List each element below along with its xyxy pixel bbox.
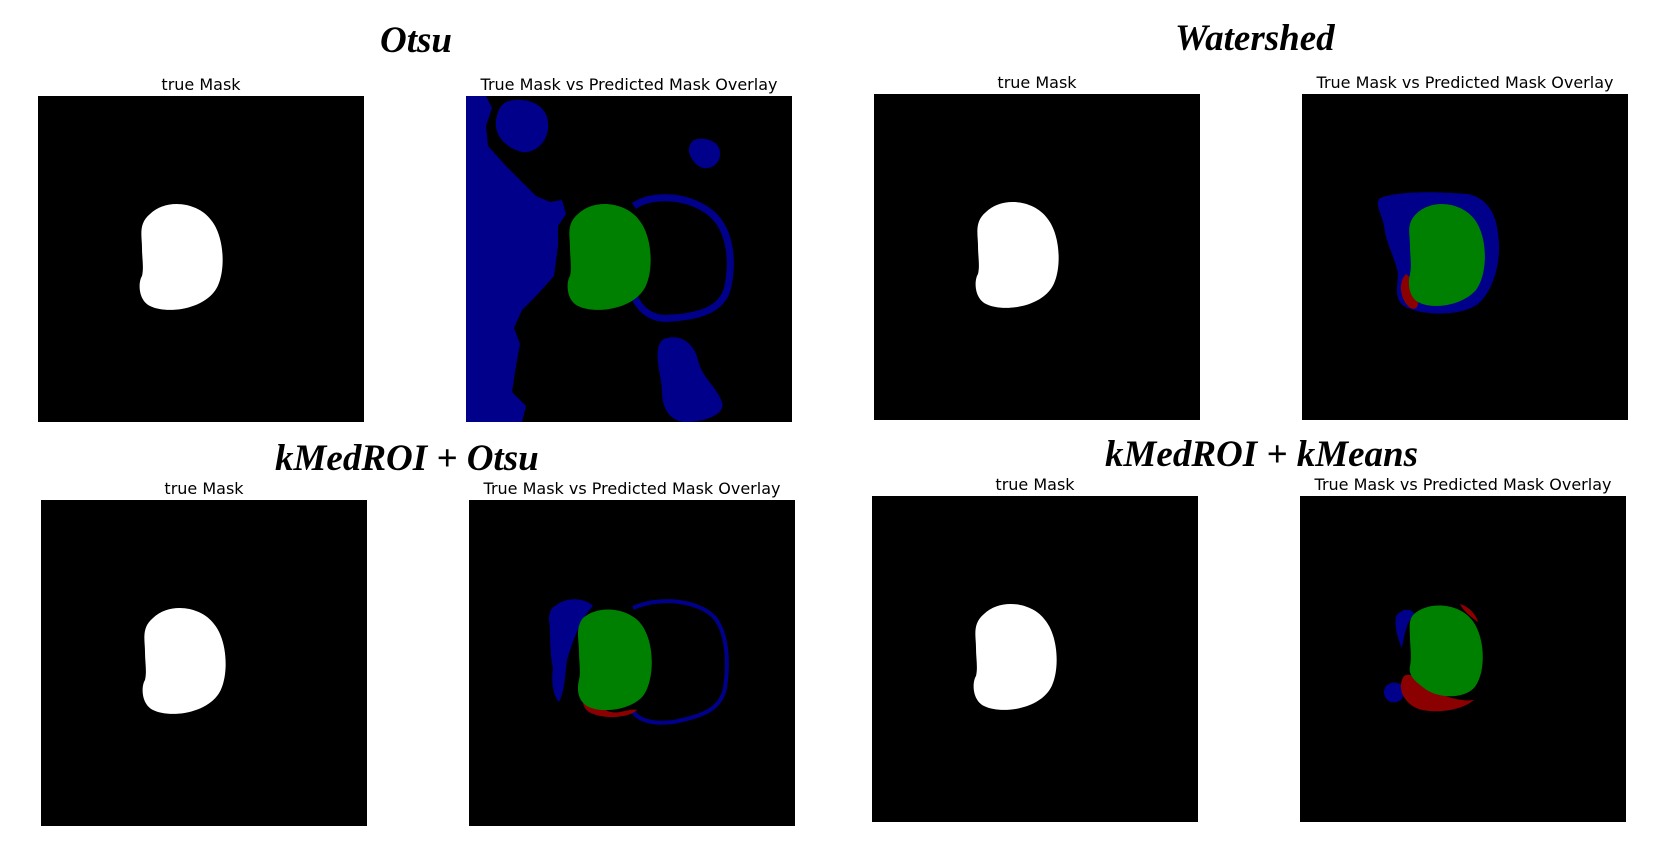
false-positive-region (688, 138, 721, 169)
overlap-region (1409, 605, 1483, 697)
panel-kmedroi-kmeans-true-mask: true Mask (872, 474, 1198, 822)
false-negative-region (582, 696, 637, 718)
true-mask-region (142, 607, 226, 714)
panel-caption: True Mask vs Predicted Mask Overlay (483, 479, 781, 498)
overlap-region (577, 609, 652, 711)
panel-otsu-true-mask: true Mask (38, 74, 364, 422)
false-negative-region (1400, 274, 1419, 309)
section-title-otsu: Otsu (380, 20, 452, 61)
false-positive-region (657, 337, 723, 422)
true-mask-image (38, 96, 364, 422)
true-mask-region (973, 603, 1057, 710)
panel-watershed-true-mask: true Mask (874, 72, 1200, 420)
false-positive-region (1383, 682, 1405, 703)
panel-kmedroi-otsu-overlay: True Mask vs Predicted Mask Overlay (469, 478, 795, 826)
panel-otsu-overlay: True Mask vs Predicted Mask Overlay (466, 74, 792, 422)
false-positive-region (466, 96, 566, 422)
true-mask-image (872, 496, 1198, 822)
overlay-image (1302, 94, 1628, 420)
panel-caption: True Mask vs Predicted Mask Overlay (1316, 73, 1614, 92)
section-title-kmedroi-otsu: kMedROI + Otsu (275, 438, 539, 479)
true-mask-image (874, 94, 1200, 420)
overlay-image (1300, 496, 1626, 822)
panel-caption: true Mask (995, 475, 1075, 494)
false-positive-region (1395, 609, 1414, 648)
panel-kmedroi-kmeans-overlay: True Mask vs Predicted Mask Overlay (1300, 474, 1626, 822)
overlay-image (466, 96, 792, 422)
predicted-outline-ring (630, 194, 734, 322)
true-mask-region (139, 203, 223, 310)
section-title-kmedroi-kmeans: kMedROI + kMeans (1105, 434, 1419, 475)
false-negative-region (1460, 604, 1478, 622)
panel-caption: true Mask (997, 73, 1077, 92)
overlap-region (1408, 203, 1485, 306)
section-title-watershed: Watershed (1175, 18, 1335, 59)
predicted-outline-ring (631, 599, 729, 725)
panel-caption: true Mask (161, 75, 241, 94)
panel-watershed-overlay: True Mask vs Predicted Mask Overlay (1302, 72, 1628, 420)
overlay-image (469, 500, 795, 826)
panel-caption: True Mask vs Predicted Mask Overlay (480, 75, 778, 94)
panel-caption: True Mask vs Predicted Mask Overlay (1314, 475, 1612, 494)
true-mask-region (975, 201, 1059, 308)
panel-kmedroi-otsu-true-mask: true Mask (41, 478, 367, 826)
false-positive-region (495, 99, 549, 153)
panel-caption: true Mask (164, 479, 244, 498)
false-positive-region (549, 599, 593, 702)
overlap-region (567, 203, 651, 310)
true-mask-image (41, 500, 367, 826)
